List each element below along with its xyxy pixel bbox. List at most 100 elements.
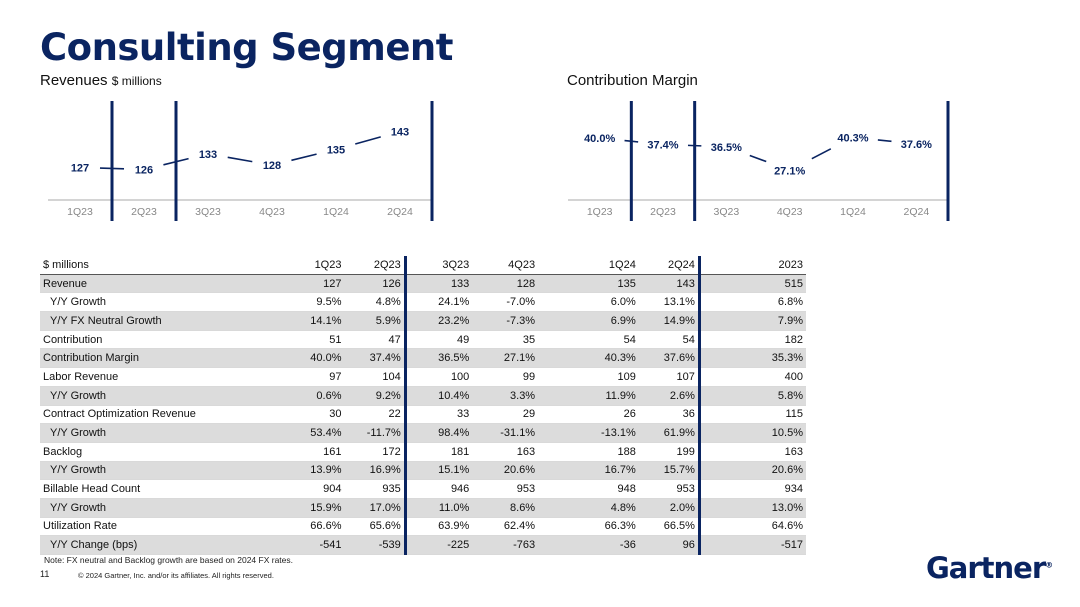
cell-1q23: 66.6% [285, 517, 345, 537]
cell-2q24: 13.1% [638, 292, 701, 313]
cell-3q23: 63.9% [405, 517, 473, 537]
cell-2q23: 16.9% [344, 461, 407, 481]
cell-2q23: 4.8% [344, 292, 407, 313]
row-label: Contract Optimization Revenue [40, 405, 286, 425]
cell-1q23: 1Q23 [285, 256, 345, 275]
cell-4q23: 163 [472, 442, 539, 462]
cell-4q23: -31.1% [472, 423, 539, 443]
spacer [538, 442, 553, 462]
spacer [538, 330, 553, 350]
revenue-chart-category-label: 2Q23 [131, 206, 157, 218]
footnote: Note: FX neutral and Backlog growth are … [44, 555, 294, 565]
cell-1q24: 6.9% [552, 311, 639, 331]
cell-2q24: 36 [638, 405, 701, 425]
cell-2q23: 9.2% [344, 386, 407, 406]
revenue-chart-category-label: 1Q23 [67, 206, 93, 218]
row-label: Labor Revenue [40, 367, 286, 387]
revenue-chart-title: Revenues $ millions [40, 72, 162, 89]
revenue-chart-data-label: 135 [327, 144, 345, 156]
cell-2023: -517 [699, 535, 806, 555]
cell-1q23: 161 [285, 442, 345, 462]
margin-chart-category-label: 2Q24 [903, 206, 929, 218]
margin-chart-line-segment-2 [749, 154, 767, 163]
revenue-chart-unit: $ millions [111, 74, 162, 88]
row-label: Y/Y FX Neutral Growth [40, 311, 286, 331]
cell-2q24: 953 [638, 479, 701, 499]
cell-2q24: 54 [638, 330, 701, 350]
table-header: $ millions 1Q23 2Q23 3Q23 4Q23 1Q24 2Q24 2023 [40, 256, 806, 275]
cell-1q23: 53.4% [285, 423, 345, 443]
cell-2q24: 14.9% [638, 311, 701, 331]
table-row: Contribution 51 47 49 35 54 54 182 [40, 330, 806, 350]
spacer [538, 498, 553, 518]
margin-chart-line-segment-4 [877, 139, 892, 143]
cell-2023: 6.8% [699, 292, 806, 313]
cell-2023: 515 [699, 274, 806, 294]
cell-1q24: -36 [552, 535, 639, 555]
revenue-chart-data-label: 133 [199, 149, 217, 161]
spacer [538, 386, 553, 406]
table-row: Billable Head Count 904 935 946 953 948 953 934 [40, 479, 806, 499]
revenue-chart-line-segment-2 [227, 156, 253, 163]
row-label: Y/Y Change (bps) [40, 535, 286, 555]
cell-3q23: 100 [405, 367, 473, 387]
cell-2q24: 107 [638, 367, 701, 387]
cell-2q23: 17.0% [344, 498, 407, 518]
cell-4q23: 62.4% [472, 517, 539, 537]
page-number: 11 [40, 569, 50, 579]
cell-2023: 20.6% [699, 461, 806, 481]
table-row: Contribution Margin 40.0% 37.4% 36.5% 27.1% 4… [40, 348, 806, 369]
spacer [538, 535, 553, 555]
cell-2q23: -539 [344, 535, 407, 555]
cell-3q23: 33 [405, 405, 473, 425]
table-row: Y/Y Change (bps) -541 -539 -225 -763 -36 96 -51… [40, 535, 806, 555]
table-row: Contract Optimization Revenue 30 22 33 29 26 3… [40, 405, 806, 425]
row-label: Contribution [40, 330, 286, 350]
cell-2023: 400 [699, 367, 806, 387]
spacer [538, 461, 553, 481]
cell-1q23: 15.9% [285, 498, 345, 518]
margin-chart-category-label: 1Q24 [840, 206, 866, 218]
cell-2q24: 199 [638, 442, 701, 462]
cell-1q24: 16.7% [552, 461, 639, 481]
margin-chart-title: Contribution Margin [567, 72, 698, 89]
cell-1q23: -541 [285, 535, 345, 555]
cell-4q23: 20.6% [472, 461, 539, 481]
cell-1q23: 13.9% [285, 461, 345, 481]
spacer [538, 311, 553, 331]
cell-4q23: 8.6% [472, 498, 539, 518]
table-row: Y/Y Growth 9.5% 4.8% 24.1% -7.0% 6.0% 13.1% 6.8… [40, 292, 806, 313]
cell-1q23: 0.6% [285, 386, 345, 406]
cell-3q23: 11.0% [405, 498, 473, 518]
cell-4q23: 128 [472, 274, 539, 294]
cell-2q24: 143 [638, 274, 701, 294]
cell-1q23: 30 [285, 405, 345, 425]
cell-4q23: 27.1% [472, 348, 539, 369]
revenue-chart-category-label: 1Q24 [323, 206, 349, 218]
cell-1q24: 54 [552, 330, 639, 350]
revenue-chart-category-label: 2Q24 [387, 206, 413, 218]
table-row: Y/Y Growth 15.9% 17.0% 11.0% 8.6% 4.8% 2.0% 13.… [40, 498, 806, 518]
charts-canvas: 127 1Q23 126 2Q23 133 3Q23 128 4Q23 135 1Q24 143 2Q… [48, 101, 950, 221]
cell-2q23: 65.6% [344, 517, 407, 537]
cell-4q23: 99 [472, 367, 539, 387]
spacer [538, 423, 553, 443]
page-title: Consulting Segment [40, 26, 453, 69]
cell-3q23: 98.4% [405, 423, 473, 443]
cell-2q23: 5.9% [344, 311, 407, 331]
cell-4q23: 35 [472, 330, 539, 350]
cell-2023: 5.8% [699, 386, 806, 406]
table-row: Y/Y Growth 53.4% -11.7% 98.4% -31.1% -13.1% 61… [40, 423, 806, 443]
cell-3q23: 133 [405, 274, 473, 294]
spacer [538, 405, 553, 425]
cell-1q23: 97 [285, 367, 345, 387]
cell-2q23: 2Q23 [344, 256, 407, 275]
cell-1q23: 51 [285, 330, 345, 350]
cell-1q24: 109 [552, 367, 639, 387]
revenue-chart-category-label: 4Q23 [259, 206, 285, 218]
cell-1q24: 948 [552, 479, 639, 499]
row-label: Y/Y Growth [40, 423, 286, 443]
revenue-chart-data-label: 143 [391, 126, 409, 138]
revenue-chart-line-segment-3 [291, 153, 317, 162]
cell-4q23: -7.0% [472, 292, 539, 313]
